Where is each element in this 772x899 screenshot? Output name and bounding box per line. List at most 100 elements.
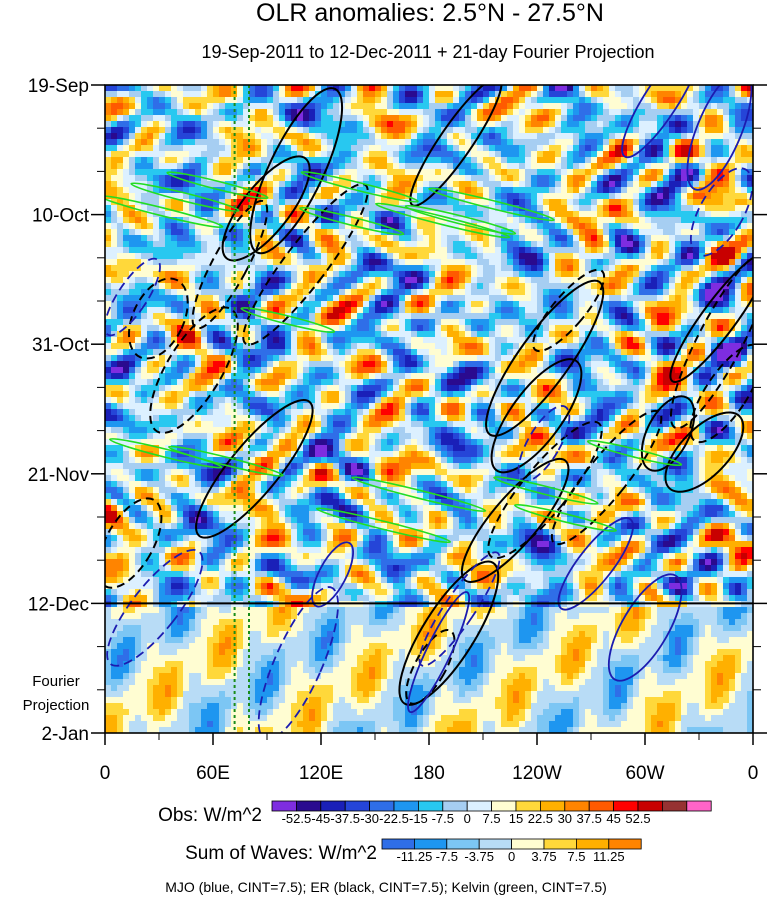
field-cell xyxy=(651,313,658,320)
field-cell xyxy=(429,259,436,266)
field-cell xyxy=(585,199,592,206)
field-cell xyxy=(225,115,232,122)
field-cell xyxy=(291,331,298,338)
field-cell xyxy=(675,163,682,170)
field-cell xyxy=(189,349,196,356)
field-cell xyxy=(423,355,430,362)
field-cell xyxy=(387,157,394,164)
field-cell xyxy=(561,325,568,332)
field-cell xyxy=(177,343,184,350)
field-cell xyxy=(465,319,472,326)
field-cell xyxy=(495,103,502,110)
field-cell xyxy=(699,295,706,302)
field-cell xyxy=(177,283,184,290)
field-cell xyxy=(207,301,214,308)
field-cell xyxy=(471,271,478,278)
field-cell xyxy=(651,325,658,332)
field-cell xyxy=(477,193,484,200)
field-cell xyxy=(501,139,508,146)
field-cell xyxy=(171,109,178,116)
field-cell xyxy=(381,169,388,176)
field-cell xyxy=(429,253,436,260)
field-cell xyxy=(177,331,184,338)
field-cell xyxy=(555,169,562,176)
field-cell xyxy=(225,253,232,260)
field-cell xyxy=(597,175,604,182)
field-cell xyxy=(621,241,628,248)
field-cell xyxy=(177,235,184,242)
field-cell xyxy=(579,157,586,164)
field-cell xyxy=(219,139,226,146)
field-cell xyxy=(183,169,190,176)
field-cell xyxy=(471,151,478,158)
field-cell xyxy=(135,289,142,296)
field-cell xyxy=(669,103,676,110)
field-cell xyxy=(399,217,406,224)
field-cell xyxy=(393,289,400,296)
field-cell xyxy=(273,319,280,326)
field-cell xyxy=(387,235,394,242)
field-cell xyxy=(501,265,508,272)
field-cell xyxy=(381,175,388,182)
field-cell xyxy=(201,349,208,356)
field-cell xyxy=(249,361,256,368)
field-cell xyxy=(381,109,388,116)
field-cell xyxy=(519,121,526,128)
field-cell xyxy=(477,127,484,134)
field-cell xyxy=(747,193,753,200)
field-cell xyxy=(597,223,604,230)
field-cell xyxy=(621,151,628,158)
field-cell xyxy=(177,163,184,170)
field-cell xyxy=(435,277,442,284)
field-cell xyxy=(747,205,753,212)
field-cell xyxy=(411,313,418,320)
field-cell xyxy=(597,331,604,338)
field-cell xyxy=(369,151,376,158)
field-cell xyxy=(459,265,466,272)
field-cell xyxy=(735,145,742,152)
field-cell xyxy=(171,127,178,134)
field-cell xyxy=(729,289,736,296)
field-cell xyxy=(261,109,268,116)
field-cell xyxy=(447,91,454,98)
field-cell xyxy=(111,271,118,278)
field-cell xyxy=(549,181,556,188)
field-cell xyxy=(285,151,292,158)
field-cell xyxy=(453,259,460,266)
field-cell xyxy=(351,241,358,248)
field-cell xyxy=(129,109,136,116)
field-cell xyxy=(549,259,556,266)
field-cell xyxy=(627,331,634,338)
field-cell xyxy=(687,169,694,176)
field-cell xyxy=(627,91,634,98)
field-cell xyxy=(609,355,616,362)
field-cell xyxy=(711,139,718,146)
field-cell xyxy=(189,175,196,182)
field-cell xyxy=(633,247,640,254)
field-cell xyxy=(291,175,298,182)
field-cell xyxy=(657,169,664,176)
field-cell xyxy=(141,355,148,362)
field-cell xyxy=(717,301,724,308)
field-cell xyxy=(441,91,448,98)
field-cell xyxy=(501,337,508,344)
field-cell xyxy=(495,205,502,212)
field-cell xyxy=(267,109,274,116)
field-cell xyxy=(381,115,388,122)
field-cell xyxy=(663,337,670,344)
field-cell xyxy=(603,325,610,332)
field-cell xyxy=(513,355,520,362)
field-cell xyxy=(111,163,118,170)
field-cell xyxy=(159,181,166,188)
field-cell xyxy=(369,259,376,266)
field-cell xyxy=(489,121,496,128)
field-cell xyxy=(501,277,508,284)
field-cell xyxy=(363,211,370,218)
field-cell xyxy=(645,355,652,362)
field-cell xyxy=(567,331,574,338)
field-cell xyxy=(363,163,370,170)
field-cell xyxy=(387,343,394,350)
field-cell xyxy=(171,241,178,248)
field-cell xyxy=(597,163,604,170)
field-cell xyxy=(651,169,658,176)
